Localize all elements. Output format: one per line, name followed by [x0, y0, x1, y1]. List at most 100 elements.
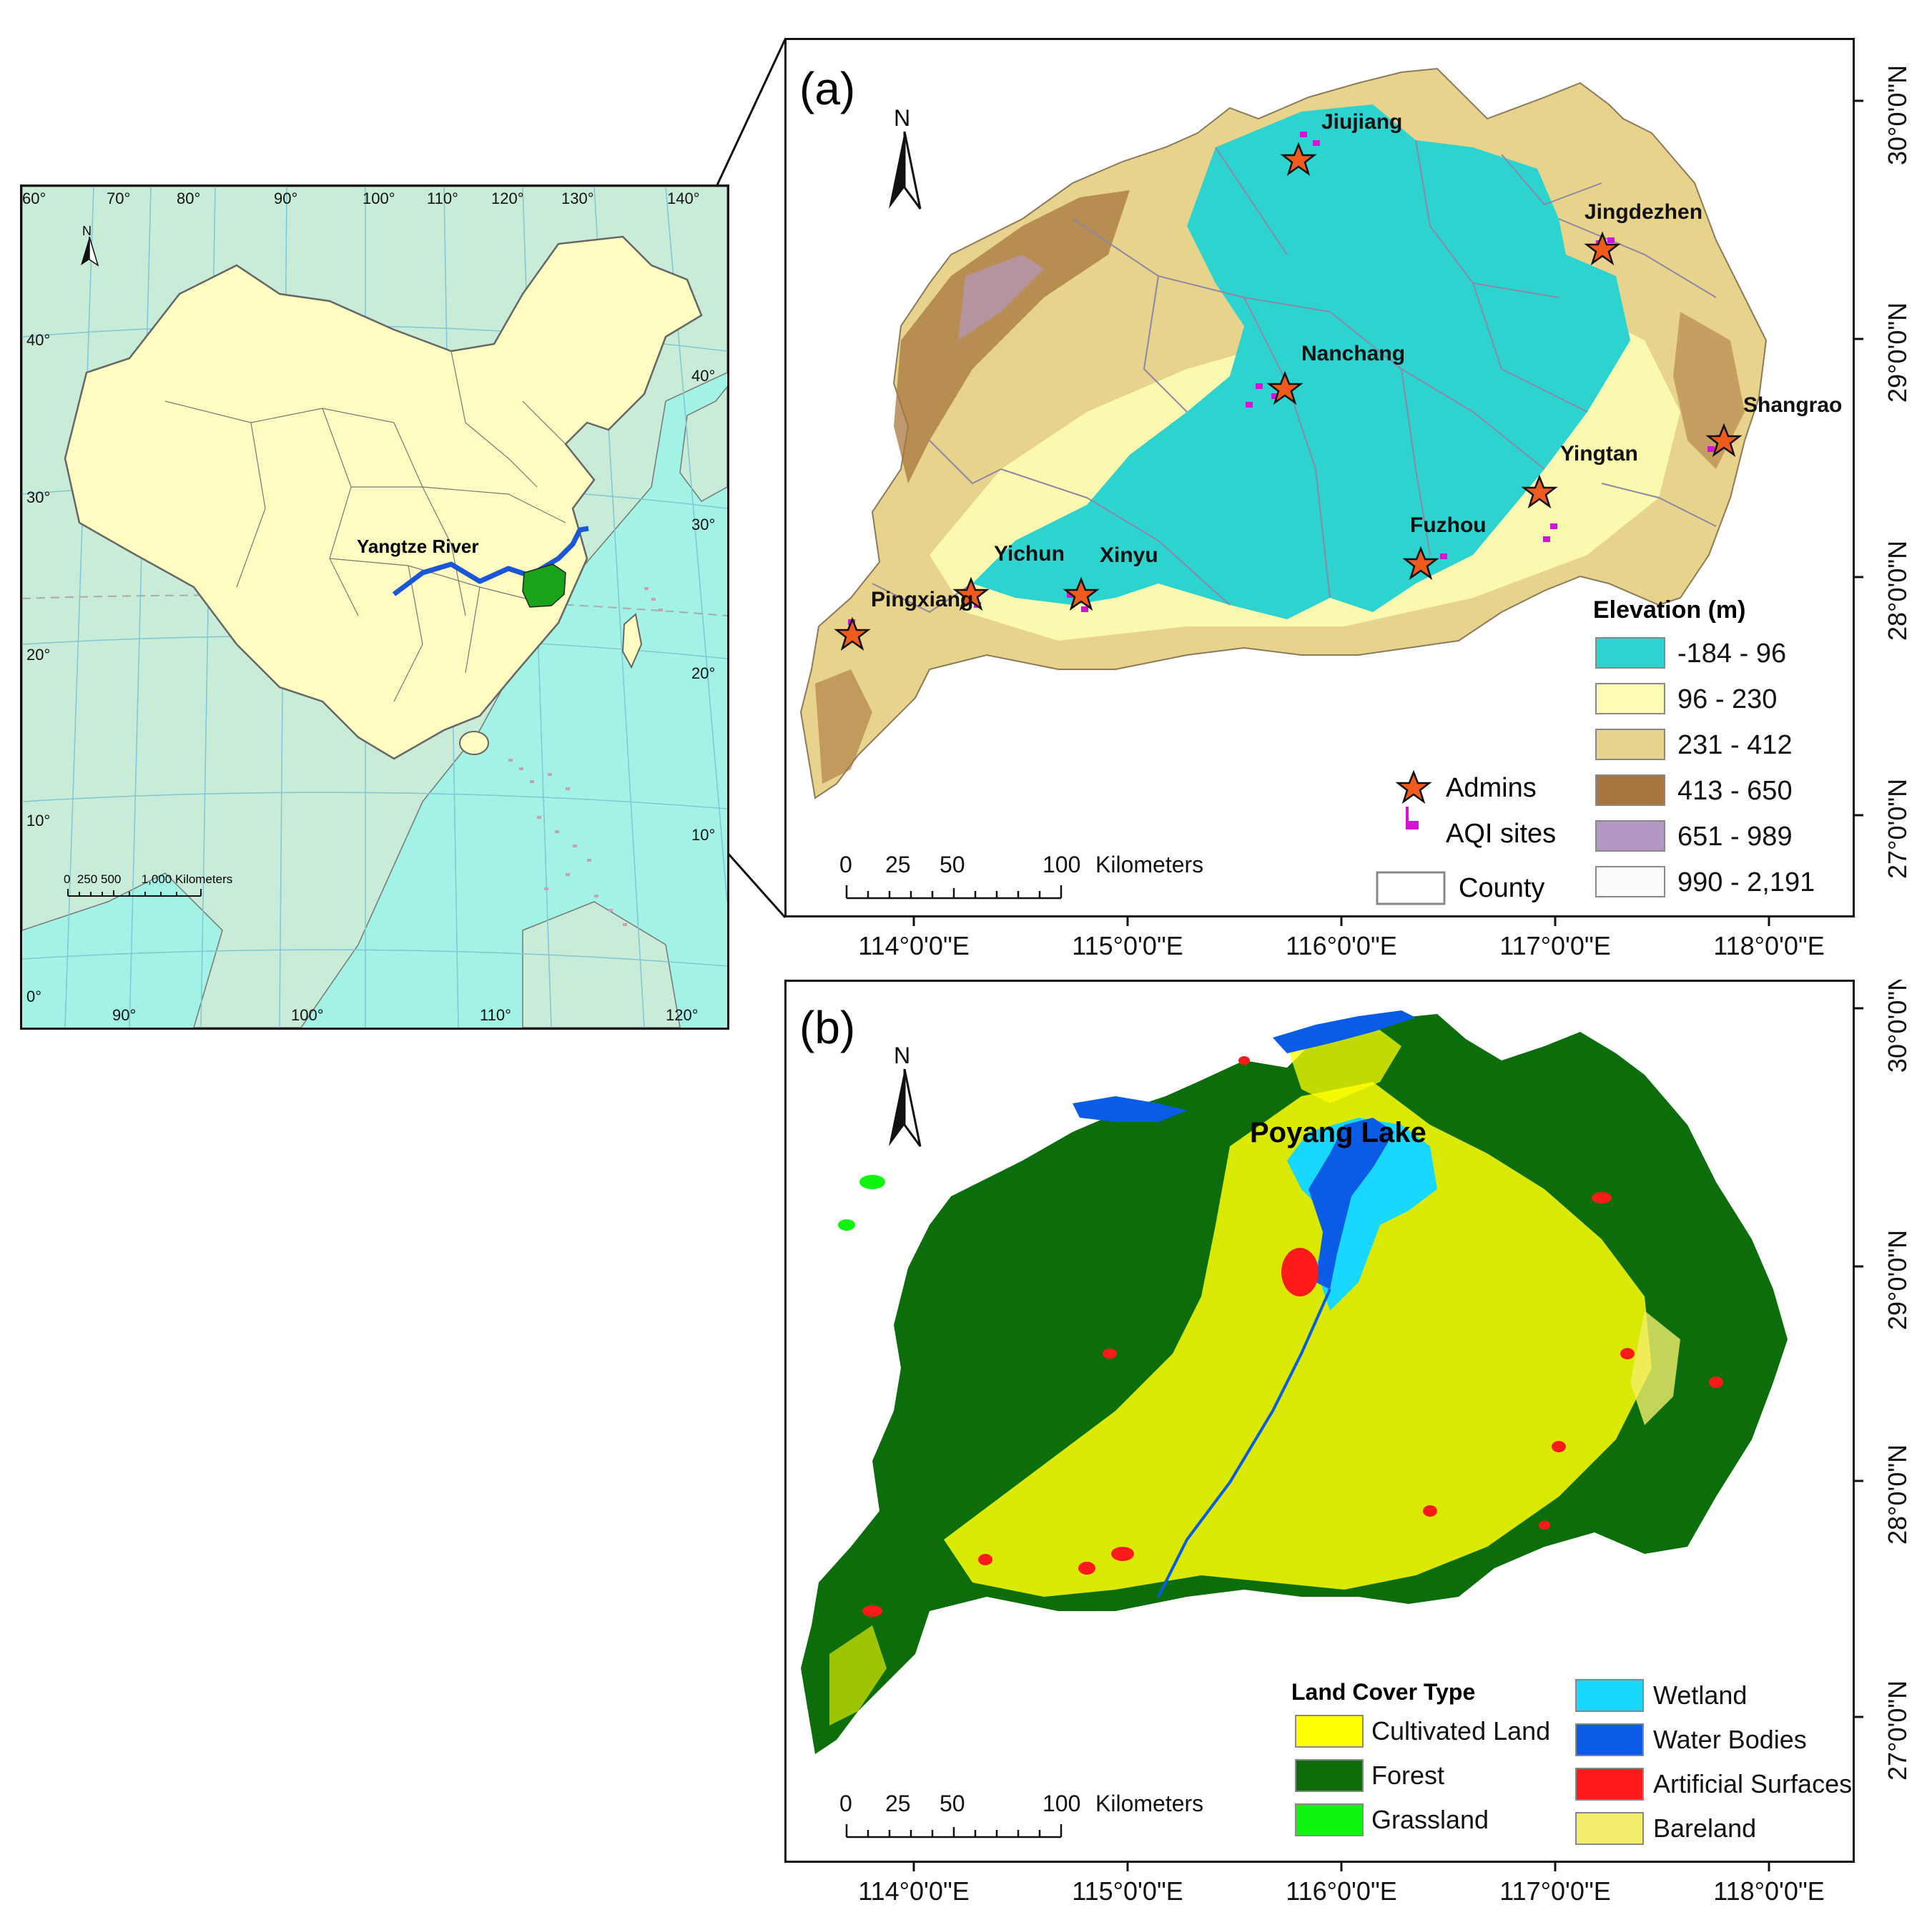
svg-text:118°0'0"E: 118°0'0"E: [1713, 931, 1825, 960]
swatch-elev-1: [1595, 637, 1665, 669]
panel-b-lat-labels: 30°0'0"N 29°0'0"N 28°0'0"N 27°0'0"N: [1855, 980, 1932, 1863]
panel-a-lat-27: 27°0'0"N: [1883, 779, 1912, 879]
star-icon: [952, 576, 990, 611]
panel-a-scale-bar: [845, 885, 1063, 900]
panel-a-lat-29: 29°0'0"N: [1883, 302, 1912, 403]
swatch-bareland: [1575, 1812, 1644, 1845]
landcover-legend-title: Land Cover Type: [1291, 1679, 1475, 1705]
panel-b-river-mouth: [1273, 1010, 1416, 1053]
city-label-nanchang: Nanchang: [1301, 342, 1405, 365]
svg-text:Water Bodies: Water Bodies: [1653, 1725, 1807, 1754]
inset-islands: [508, 587, 663, 926]
panel-b-lat-30: 30°0'0"N: [1883, 980, 1912, 1073]
elevation-legend-swatches: [1595, 637, 1665, 897]
svg-text:120°: 120°: [666, 1006, 699, 1024]
svg-text:100°: 100°: [291, 1006, 324, 1024]
svg-text:50: 50: [940, 1791, 965, 1816]
swatch-forest: [1295, 1759, 1364, 1792]
city-label-fuzhou: Fuzhou: [1410, 513, 1487, 537]
panel-b-west-lake: [1073, 1096, 1187, 1122]
star-icon: [1705, 423, 1743, 458]
svg-text:90°: 90°: [274, 189, 297, 207]
panel-b-cultivated-south: [829, 1625, 887, 1726]
svg-text:117°0'0"E: 117°0'0"E: [1499, 1876, 1611, 1906]
legend-aqi-label: AQI sites: [1446, 819, 1556, 849]
elevation-legend-labels: -184 - 96 96 - 230 231 - 412 413 - 650 6…: [1677, 639, 1815, 897]
panel-a-label: (a): [799, 63, 855, 114]
city-label-jiujiang: Jiujiang: [1321, 110, 1402, 134]
star-icon: [1584, 231, 1621, 266]
panel-b-label: (b): [799, 1002, 855, 1053]
svg-text:140°: 140°: [667, 189, 700, 207]
swatch-elev-4: [1595, 774, 1665, 806]
swatch-elev-6: [1595, 866, 1665, 897]
inset-lat-ticks-left: 40° 30° 20° 10° 0°: [26, 331, 50, 1005]
svg-text:25: 25: [885, 1791, 911, 1816]
legend-admins-label: Admins: [1446, 773, 1537, 803]
inset-hainan: [459, 731, 489, 755]
panel-a-admin-stars: [834, 142, 1743, 651]
legend-county-box-icon: [1376, 871, 1446, 905]
svg-text:120°: 120°: [491, 189, 524, 207]
svg-text:0°: 0°: [26, 988, 41, 1005]
star-icon: [1521, 474, 1558, 509]
inset-land-japan: [679, 385, 727, 502]
svg-text:114°0'0"E: 114°0'0"E: [858, 1876, 970, 1906]
panel-a-city-labels: Jiujiang Jingdezhen Nanchang Shangrao Yi…: [871, 110, 1842, 611]
panel-b-river-line: [1157, 1289, 1331, 1598]
svg-text:116°0'0"E: 116°0'0"E: [1286, 1876, 1397, 1906]
svg-text:100°: 100°: [363, 189, 395, 207]
star-icon: [1266, 370, 1303, 405]
panel-b-lat-28: 28°0'0"N: [1883, 1444, 1912, 1545]
panel-b-lat-27: 27°0'0"N: [1883, 1680, 1912, 1781]
svg-text:20°: 20°: [691, 664, 715, 682]
svg-text:110°: 110°: [427, 189, 458, 207]
svg-text:0: 0: [839, 852, 852, 877]
landcover-legend-swatches: [1295, 1679, 1644, 1845]
panel-b-water-bodies: [1308, 1118, 1394, 1289]
city-label-shangrao: Shangrao: [1743, 393, 1842, 417]
svg-text:231 - 412: 231 - 412: [1677, 730, 1793, 760]
star-icon: [1063, 576, 1100, 611]
panel-b-artificial-surfaces: [862, 1056, 1723, 1617]
city-label-jingdezhen: Jingdezhen: [1584, 200, 1702, 224]
svg-text:10°: 10°: [691, 826, 715, 844]
svg-text:130°: 130°: [561, 189, 594, 207]
panel-b-scale-bar: [845, 1824, 1063, 1838]
city-label-xinyu: Xinyu: [1100, 543, 1158, 567]
panel-b-cultivated: [944, 1082, 1652, 1597]
panel-a-scale-numbers: 0 25 50 100 Kilometers: [839, 852, 1203, 877]
star-icon: [1402, 546, 1439, 581]
inset-scale-bar: [67, 889, 202, 897]
panel-a-north-label: N: [894, 105, 910, 131]
panel-b-grassland: [838, 1175, 885, 1231]
inset-lon-ticks-top: 60° 70° 80° 90° 100° 110° 120° 130° 140°: [22, 189, 700, 207]
panel-a-uplands-ne: [1673, 312, 1745, 469]
svg-text:0: 0: [839, 1791, 852, 1816]
swatch-cultivated: [1295, 1715, 1364, 1748]
panel-a-lat-30: 30°0'0"N: [1883, 65, 1912, 165]
inset-north-label: N: [82, 224, 92, 238]
inset-north-arrow-icon: [81, 236, 99, 267]
svg-text:110°: 110°: [480, 1006, 511, 1024]
svg-text:115°0'0"E: 115°0'0"E: [1072, 1876, 1183, 1906]
svg-text:20°: 20°: [26, 646, 50, 664]
svg-text:50: 50: [940, 852, 965, 877]
panel-b-north-arrow-icon: [889, 1068, 922, 1147]
panel-b-north-label: N: [894, 1043, 910, 1068]
swatch-elev-3: [1595, 729, 1665, 760]
svg-text:413 - 650: 413 - 650: [1677, 776, 1793, 806]
inset-lat-ticks-right: 40° 30° 20° 10°: [691, 367, 715, 844]
inset-land-borneo: [522, 901, 681, 1028]
panel-a-elevation-map: Jiujiang Jingdezhen Nanchang Shangrao Yi…: [784, 38, 1855, 917]
svg-text:Kilometers: Kilometers: [1095, 852, 1203, 877]
city-label-yichun: Yichun: [994, 542, 1065, 566]
landcover-legend-labels: Cultivated Land Forest Grassland Wetland…: [1371, 1680, 1852, 1843]
elevation-legend-title: Elevation (m): [1593, 596, 1745, 624]
inset-yangtze-river: [392, 526, 589, 596]
city-label-yingtan: Yingtan: [1560, 442, 1638, 466]
inset-lon-ticks-bottom: 90° 100° 110° 120°: [112, 1006, 699, 1024]
swatch-elev-2: [1595, 683, 1665, 714]
svg-text:80°: 80°: [177, 189, 200, 207]
panel-a-north-arrow-icon: [889, 131, 922, 210]
